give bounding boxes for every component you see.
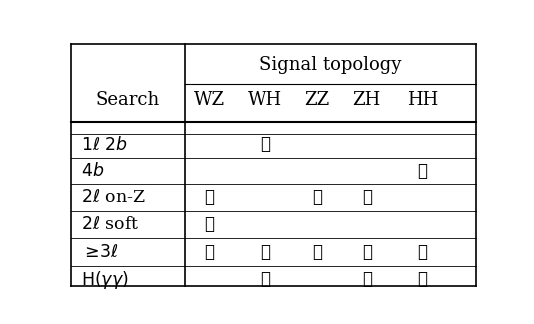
Text: $\geq\!3\ell$: $\geq\!3\ell$ bbox=[81, 244, 119, 261]
Text: ✓: ✓ bbox=[418, 244, 428, 261]
Text: ZH: ZH bbox=[352, 91, 381, 109]
Text: ✓: ✓ bbox=[418, 271, 428, 288]
Text: ✓: ✓ bbox=[205, 216, 215, 233]
Text: ✓: ✓ bbox=[418, 163, 428, 179]
Text: ✓: ✓ bbox=[261, 271, 270, 288]
Text: Search: Search bbox=[96, 91, 160, 109]
Text: ✓: ✓ bbox=[362, 271, 372, 288]
Text: ✓: ✓ bbox=[312, 189, 322, 206]
Text: ✓: ✓ bbox=[205, 244, 215, 261]
Text: ✓: ✓ bbox=[261, 244, 270, 261]
Text: $2\ell$ on-Z: $2\ell$ on-Z bbox=[81, 189, 146, 206]
Text: Signal topology: Signal topology bbox=[260, 56, 402, 74]
Text: ZZ: ZZ bbox=[304, 91, 330, 109]
Text: ✓: ✓ bbox=[362, 189, 372, 206]
Text: $4b$: $4b$ bbox=[81, 162, 105, 180]
Text: WH: WH bbox=[248, 91, 282, 109]
Text: $\mathrm{H}(\gamma\gamma)$: $\mathrm{H}(\gamma\gamma)$ bbox=[81, 269, 129, 291]
Text: ✓: ✓ bbox=[205, 189, 215, 206]
Text: WZ: WZ bbox=[194, 91, 225, 109]
Text: $1\ell\ 2b$: $1\ell\ 2b$ bbox=[81, 136, 128, 154]
Text: ✓: ✓ bbox=[261, 136, 270, 153]
Text: $2\ell$ soft: $2\ell$ soft bbox=[81, 216, 139, 233]
Text: ✓: ✓ bbox=[362, 244, 372, 261]
Text: HH: HH bbox=[407, 91, 438, 109]
Text: ✓: ✓ bbox=[312, 244, 322, 261]
